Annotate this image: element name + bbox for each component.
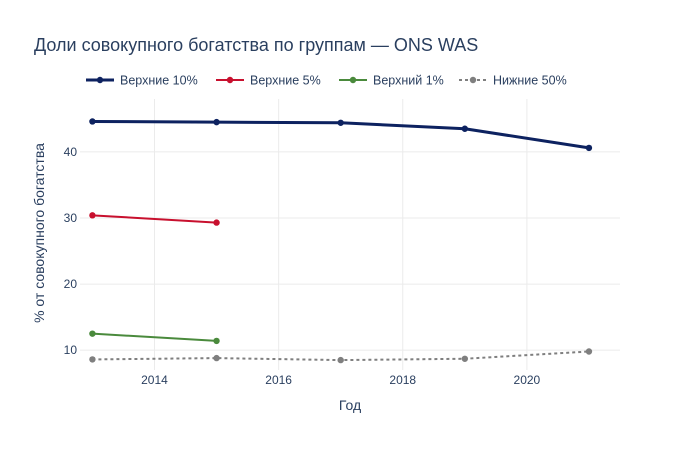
series-4	[89, 348, 593, 364]
series-2	[89, 212, 220, 226]
legend-item[interactable]: Верхний 1%	[339, 74, 444, 88]
y-tick-label: 40	[64, 145, 78, 159]
y-tick-label: 20	[64, 277, 78, 291]
data-point	[213, 219, 220, 226]
y-axis-title: % от совокупного богатства	[31, 143, 47, 323]
legend-swatch-marker	[469, 76, 477, 84]
chart-title: Доли совокупного богатства по группам — …	[34, 35, 478, 55]
series-line	[92, 332, 217, 342]
legend-swatch-marker	[349, 76, 357, 84]
data-point	[337, 356, 344, 364]
legend-item[interactable]: Нижние 50%	[459, 74, 567, 88]
grid	[80, 99, 620, 370]
x-tick-label: 2014	[141, 373, 168, 387]
data-point	[213, 354, 220, 362]
x-axis-ticks: 2014 2016 2018 2020	[141, 373, 540, 387]
x-tick-label: 2016	[265, 373, 292, 387]
data-point	[89, 330, 96, 337]
data-point	[585, 144, 593, 152]
data-point	[89, 212, 96, 219]
legend-swatch-marker	[226, 76, 234, 84]
data-point	[461, 355, 469, 362]
y-tick-label: 10	[64, 343, 78, 357]
data-point	[89, 356, 96, 363]
data-point	[337, 119, 344, 126]
series-3	[89, 330, 220, 345]
y-tick-label: 30	[64, 211, 78, 225]
data-point	[213, 118, 220, 126]
data-point	[461, 125, 469, 132]
x-tick-label: 2018	[389, 373, 416, 387]
data-point	[89, 118, 96, 125]
legend-label: Нижние 50%	[493, 74, 567, 88]
legend-label: Верхние 5%	[250, 74, 321, 88]
series-line	[92, 214, 217, 224]
x-axis-title: Год	[339, 397, 361, 413]
data-point	[213, 337, 220, 345]
series-1	[89, 118, 593, 152]
data-point	[585, 348, 593, 355]
legend[interactable]: Верхние 10% Верхние 5% Верхний 1% Нижние 50…	[86, 74, 567, 88]
legend-item[interactable]: Верхние 10%	[86, 74, 198, 88]
legend-label: Верхние 10%	[120, 74, 198, 88]
plot-area	[89, 118, 593, 364]
x-tick-label: 2020	[514, 373, 541, 387]
legend-swatch-marker	[96, 76, 104, 84]
legend-label: Верхний 1%	[373, 74, 444, 88]
legend-item[interactable]: Верхние 5%	[216, 74, 321, 88]
y-axis-ticks: 10 20 30 40	[64, 145, 78, 357]
